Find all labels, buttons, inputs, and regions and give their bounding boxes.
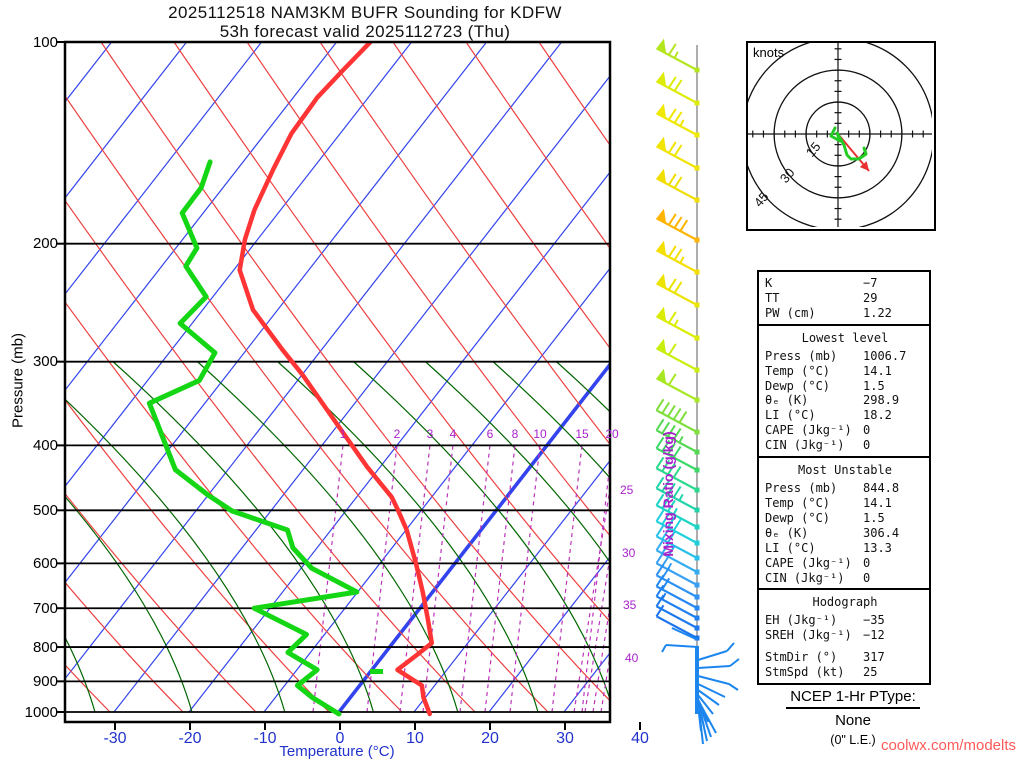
pressure-tick-100: 100 xyxy=(32,34,58,51)
stat-row-k: K −7 xyxy=(765,276,878,290)
mixratio-1: 1 xyxy=(339,427,347,441)
temp-tick--30: -30 xyxy=(103,730,127,747)
sounding-stats-panel: K −7 TT 29 PW (cm) 1.22 Lowest level Press … xyxy=(757,270,931,686)
stat-row: Dewp (°C) 1.5 xyxy=(765,378,885,393)
mixratio-2: 2 xyxy=(393,427,401,441)
chart-title-line2: 53h forecast valid 2025112723 (Thu) xyxy=(219,22,511,41)
stat-row: Temp (°C) 14.1 xyxy=(765,495,892,510)
mixratio-20: 20 xyxy=(605,427,619,441)
stats-most-unstable-section: Most Unstable Press (mb) 844.8 Temp (°C) 1… xyxy=(757,456,931,591)
most-unstable-header: Most Unstable xyxy=(798,463,892,478)
stats-hodograph-section: Hodograph EH (Jkg⁻¹) −35 SREH (Jkg⁻¹) −12 … xyxy=(757,588,931,686)
chart-title-line1: 2025112518 NAM3KM BUFR Sounding for KDFW xyxy=(168,3,562,22)
temp-tick-30: 30 xyxy=(556,730,574,747)
pressure-tick-800: 800 xyxy=(32,639,58,656)
stat-row: SREH (Jkg⁻¹) −12 xyxy=(765,628,885,643)
stat-row: CIN (Jkg⁻¹) 0 xyxy=(765,570,871,585)
lowest-level-header: Lowest level xyxy=(801,330,889,345)
stat-row: Press (mb) 1006.7 xyxy=(765,348,907,363)
stats-indices-section: K −7 TT 29 PW (cm) 1.22 xyxy=(757,270,931,326)
pressure-tick-600: 600 xyxy=(32,555,58,572)
stat-row: Press (mb) 844.8 xyxy=(765,481,900,496)
watermark-link[interactable]: coolwx.com/modelts xyxy=(880,737,1016,754)
hodograph-units-label: knots xyxy=(753,45,785,60)
mixing-ratio-axis-title: Mixing Ratio (g/kg) xyxy=(660,431,676,557)
stat-row: EH (Jkg⁻¹) −35 xyxy=(765,613,885,628)
hodograph-panel xyxy=(746,41,936,231)
stat-row: CAPE (Jkg⁻¹) 0 xyxy=(765,423,871,438)
pressure-tick-300: 300 xyxy=(32,353,58,370)
mixratio-10: 10 xyxy=(533,427,547,441)
temperature-axis-title: Temperature (°C) xyxy=(279,743,395,760)
pressure-tick-900: 900 xyxy=(32,673,58,690)
stat-row: CIN (Jkg⁻¹) 0 xyxy=(765,438,871,453)
pressure-tick-1000: 1000 xyxy=(24,704,58,721)
stat-row: StmSpd (kt) 25 xyxy=(765,665,878,680)
stat-row: Dewp (°C) 1.5 xyxy=(765,510,885,525)
stat-row: CAPE (Jkg⁻¹) 0 xyxy=(765,555,871,570)
mixratio-4: 4 xyxy=(449,427,457,441)
ptype-value: None xyxy=(835,712,871,729)
mixratio-3: 3 xyxy=(426,427,434,441)
pressure-tick-700: 700 xyxy=(32,600,58,617)
hodograph-header: Hodograph xyxy=(812,595,878,610)
mixratio-25: 25 xyxy=(620,483,634,497)
stat-row: θₑ (K) 298.9 xyxy=(765,393,900,408)
pressure-tick-500: 500 xyxy=(32,502,58,519)
mixratio-8: 8 xyxy=(511,427,519,441)
stat-row-tt: TT 29 xyxy=(765,290,878,305)
stat-row: LI (°C) 13.3 xyxy=(765,540,892,555)
mixratio-15: 15 xyxy=(575,427,589,441)
ptype-block: NCEP 1-Hr PType: None (0" L.E.) xyxy=(745,688,961,747)
temp-tick-20: 20 xyxy=(481,730,499,747)
ptype-note: (0" L.E.) xyxy=(830,733,876,747)
temp-tick--10: -10 xyxy=(253,730,277,747)
pressure-tick-200: 200 xyxy=(32,235,58,252)
temp-tick-40: 40 xyxy=(631,730,649,747)
stat-row: Temp (°C) 14.1 xyxy=(765,363,892,378)
mixratio-35: 35 xyxy=(623,598,637,612)
temp-tick-0: 0 xyxy=(335,730,345,747)
mixratio-6: 6 xyxy=(486,427,494,441)
stat-row: LI (°C) 18.2 xyxy=(765,408,892,423)
stat-row: StmDir (°) 317 xyxy=(765,650,885,665)
stats-lowest-level-section: Lowest level Press (mb) 1006.7 Temp (°C) 1… xyxy=(757,323,931,459)
pressure-axis-title: Pressure (mb) xyxy=(9,332,27,429)
pressure-tick-400: 400 xyxy=(32,437,58,454)
mixratio-40: 40 xyxy=(625,651,639,665)
stat-row-pw: PW (cm) 1.22 xyxy=(765,305,892,320)
ptype-title: NCEP 1-Hr PType: xyxy=(786,688,920,709)
mixratio-30: 30 xyxy=(622,546,636,560)
temp-tick--20: -20 xyxy=(178,730,202,747)
stat-row: θₑ (K) 306.4 xyxy=(765,525,900,540)
temp-tick-10: 10 xyxy=(406,730,424,747)
